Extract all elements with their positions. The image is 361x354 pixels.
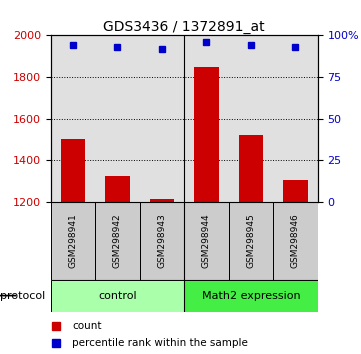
Bar: [184, 202, 229, 280]
Bar: [229, 35, 273, 202]
Text: Math2 expression: Math2 expression: [201, 291, 300, 301]
Text: control: control: [98, 291, 136, 301]
Bar: [61, 139, 85, 202]
Text: count: count: [72, 321, 101, 331]
Bar: [140, 35, 184, 202]
Text: GSM298944: GSM298944: [202, 213, 211, 268]
Text: GSM298941: GSM298941: [68, 213, 77, 268]
Bar: [140, 202, 184, 280]
Bar: [194, 67, 219, 202]
Bar: [283, 180, 308, 202]
Bar: [95, 35, 140, 202]
Bar: [184, 280, 318, 312]
Bar: [229, 202, 273, 280]
Text: GSM298943: GSM298943: [157, 213, 166, 268]
Text: protocol: protocol: [0, 291, 45, 301]
Text: GSM298945: GSM298945: [247, 213, 255, 268]
Bar: [273, 202, 318, 280]
Text: percentile rank within the sample: percentile rank within the sample: [72, 338, 248, 348]
Bar: [51, 35, 95, 202]
Text: GSM298946: GSM298946: [291, 213, 300, 268]
Text: GSM298942: GSM298942: [113, 213, 122, 268]
Bar: [95, 202, 140, 280]
Bar: [184, 35, 229, 202]
Title: GDS3436 / 1372891_at: GDS3436 / 1372891_at: [103, 21, 265, 34]
Bar: [105, 176, 130, 202]
Bar: [51, 280, 184, 312]
Bar: [273, 35, 318, 202]
Bar: [149, 199, 174, 202]
Bar: [239, 135, 263, 202]
Bar: [51, 202, 95, 280]
